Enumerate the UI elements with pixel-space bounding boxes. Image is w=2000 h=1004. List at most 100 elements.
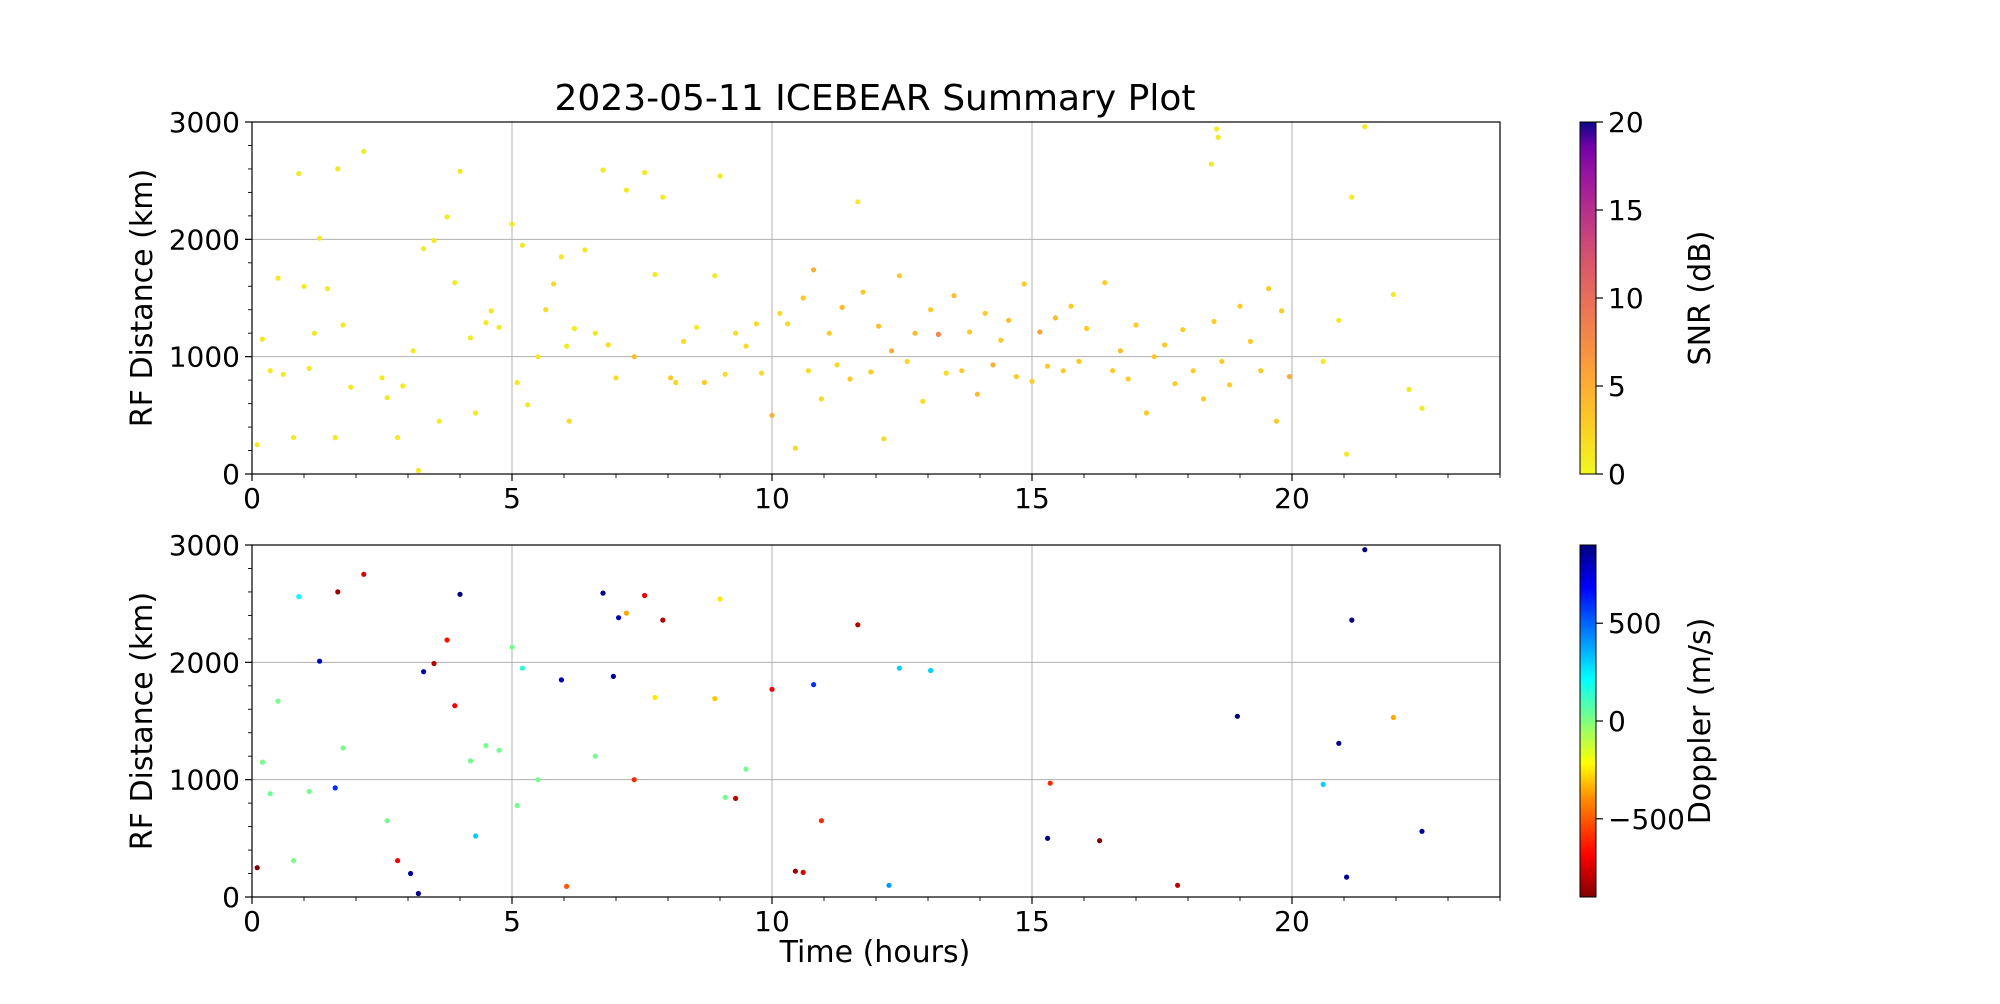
data-point	[1215, 134, 1221, 140]
data-point	[592, 753, 598, 759]
data-point	[998, 337, 1004, 343]
data-point	[600, 590, 606, 596]
data-point	[1097, 838, 1103, 844]
data-point	[395, 435, 401, 441]
data-point	[847, 376, 853, 382]
data-point	[514, 379, 520, 386]
data-point	[826, 330, 832, 336]
data-point	[769, 686, 775, 692]
data-point	[660, 617, 666, 623]
colorbar-tick-label: 0	[1608, 458, 1626, 491]
data-point	[483, 743, 489, 749]
data-point	[301, 283, 307, 289]
data-point	[928, 667, 934, 674]
data-point	[1349, 617, 1355, 623]
data-point	[920, 398, 926, 404]
data-point	[1214, 126, 1220, 132]
data-point	[348, 384, 354, 390]
data-point	[652, 694, 658, 701]
data-point	[904, 358, 910, 364]
data-point	[951, 293, 957, 299]
snr-panel-ylabel: RF Distance (km)	[125, 169, 160, 427]
data-point	[753, 321, 760, 327]
data-point	[457, 168, 463, 174]
data-point	[1247, 338, 1253, 344]
data-point	[558, 254, 565, 260]
data-point	[509, 644, 515, 650]
data-point	[800, 869, 806, 876]
data-point	[623, 610, 630, 616]
data-point	[928, 307, 934, 313]
data-point	[1320, 358, 1326, 364]
data-point	[1047, 780, 1053, 786]
y-tick-label: 0	[222, 881, 240, 914]
data-point	[868, 369, 874, 375]
data-point	[959, 368, 965, 374]
data-point	[792, 868, 799, 874]
data-point	[558, 677, 565, 683]
data-point	[694, 324, 700, 330]
data-point	[792, 445, 799, 451]
data-point	[332, 785, 338, 791]
data-point	[267, 368, 273, 374]
data-point	[291, 435, 297, 441]
data-point	[525, 402, 531, 408]
snr-colorbar-gradient	[1579, 121, 1597, 475]
data-point	[1219, 358, 1225, 364]
data-point	[519, 665, 526, 671]
data-point	[1344, 451, 1350, 457]
data-point	[935, 331, 942, 337]
data-point	[1143, 410, 1149, 416]
data-point	[860, 289, 866, 295]
x-tick-label: 20	[1274, 482, 1310, 515]
data-point	[701, 379, 708, 386]
snr-panel-points	[254, 124, 1425, 474]
data-point	[805, 368, 812, 374]
data-point	[483, 320, 489, 326]
data-point	[317, 235, 323, 241]
data-point	[642, 592, 648, 599]
data-point	[733, 795, 739, 802]
data-point	[631, 777, 637, 783]
data-point	[839, 304, 845, 310]
data-point	[668, 375, 674, 381]
colorbar-tick-label: 500	[1608, 607, 1661, 640]
data-point	[509, 221, 515, 227]
data-point	[452, 703, 458, 709]
data-point	[275, 698, 281, 704]
data-point	[631, 354, 637, 360]
snr-colorbar: 0 5 10 15 20 SNR (dB)	[1579, 106, 1718, 491]
data-point	[896, 665, 903, 671]
data-point	[1013, 374, 1020, 380]
data-point	[1052, 315, 1058, 321]
x-tick-label: 20	[1274, 905, 1310, 938]
doppler-panel-grid	[252, 545, 1500, 897]
data-point	[1201, 396, 1207, 402]
data-point	[1084, 325, 1090, 332]
data-point	[712, 696, 718, 702]
y-tick-label: 1000	[169, 764, 240, 797]
x-tick-label: 0	[243, 905, 261, 938]
data-point	[1180, 327, 1186, 333]
data-point	[876, 323, 882, 329]
data-point	[1237, 303, 1243, 309]
doppler-panel-points	[254, 547, 1425, 897]
data-point	[1037, 329, 1043, 335]
data-point	[467, 758, 473, 764]
data-point	[982, 310, 988, 316]
data-point	[1349, 194, 1355, 200]
snr-panel-grid	[252, 122, 1500, 474]
data-point	[444, 637, 450, 643]
data-point	[421, 669, 427, 675]
data-point	[642, 169, 648, 176]
data-point	[1390, 714, 1396, 721]
data-point	[421, 246, 427, 252]
data-point	[335, 166, 341, 172]
data-point	[1172, 381, 1178, 387]
doppler-colorbar-label: Doppler (m/s)	[1683, 618, 1718, 825]
data-point	[582, 247, 588, 253]
data-point	[1162, 342, 1168, 348]
data-point	[855, 199, 861, 205]
doppler-panel-ylabel: RF Distance (km)	[125, 592, 160, 850]
x-tick-label: 10	[754, 905, 790, 938]
